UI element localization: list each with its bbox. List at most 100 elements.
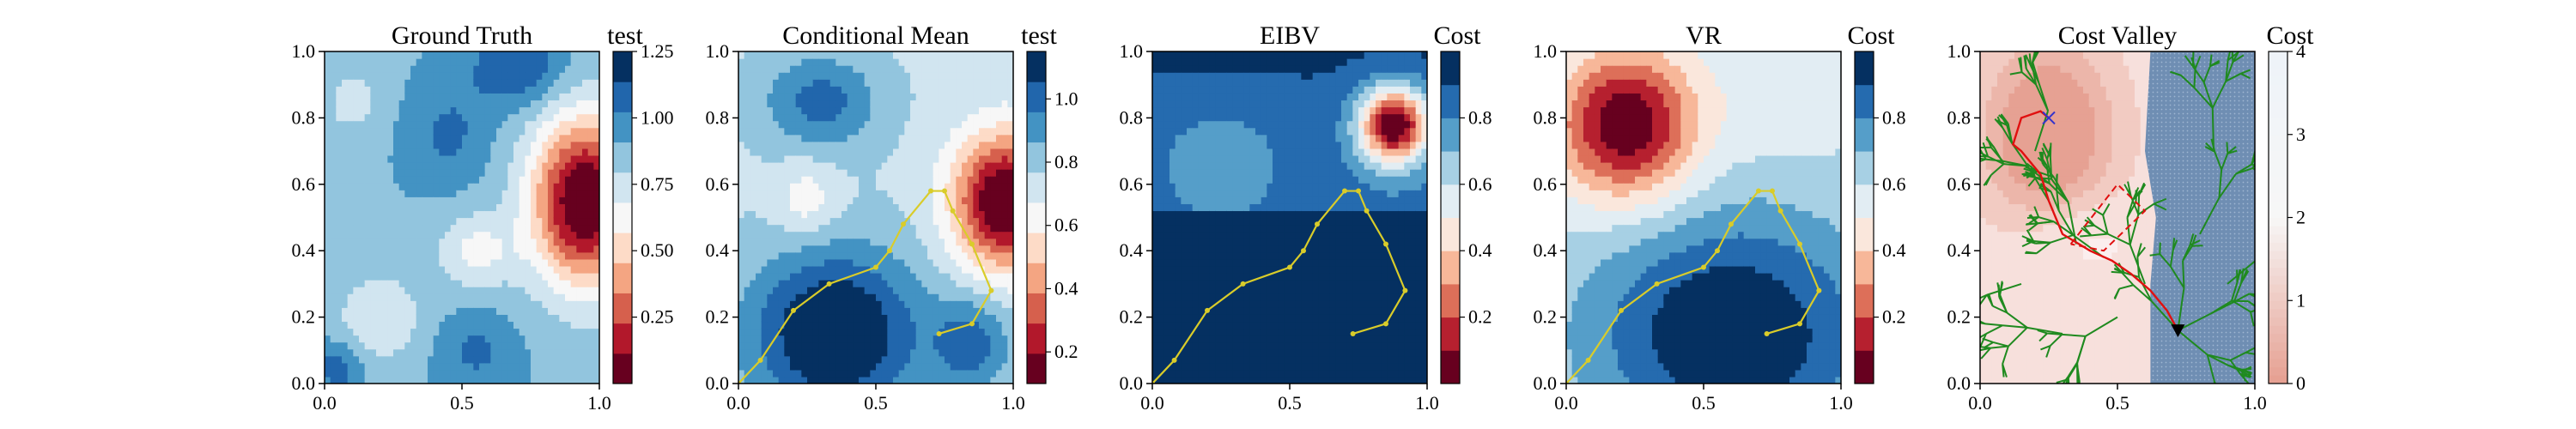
heatmap-cell [824,162,831,170]
heatmap-cell [790,93,797,101]
heatmap-cell [381,106,388,115]
heatmap-cell [956,314,963,323]
heatmap-cell [519,280,526,287]
heatmap-cell [933,120,939,129]
heatmap-cell [428,141,434,149]
heatmap-cell [984,251,991,260]
heatmap-cell [979,314,986,323]
heatmap-cell [910,293,917,301]
heatmap-cell [364,355,371,364]
heatmap-cell [973,65,980,73]
heatmap-cell [767,300,774,308]
heatmap-cell [490,307,497,315]
heatmap-cell [381,134,388,142]
heatmap-cell [376,328,383,336]
heatmap-cell [756,362,762,371]
heatmap-cell [565,293,572,301]
heatmap-cell [990,362,997,371]
heatmap-cell [519,51,526,59]
overlay [738,188,994,384]
heatmap-cell [582,210,589,219]
heatmap-cell [536,341,543,350]
heatmap-cell [496,307,503,315]
heatmap-cell [864,258,871,267]
heatmap-cell [778,120,785,129]
heatmap-cell [956,79,963,87]
heatmap-cell [915,127,922,136]
heatmap-cell [921,127,928,136]
heatmap-cell [565,86,572,94]
heatmap-cell [359,190,366,197]
heatmap-cell [841,321,848,329]
heatmap-cell [979,224,986,233]
heatmap-cell [467,355,474,364]
heatmap-cell [984,196,991,204]
heatmap-cell [519,238,526,246]
heatmap-cell [347,100,354,108]
heatmap-cell [1163,113,1170,122]
heatmap-cell [565,362,572,371]
heatmap-cell [536,321,543,329]
heatmap-cell [1152,362,1159,371]
heatmap-cell [450,176,457,184]
heatmap-cell [422,169,428,177]
heatmap-cell [829,169,836,177]
heatmap-cell [479,335,486,343]
heatmap-cell [767,335,774,343]
heatmap-cell [325,231,331,239]
heatmap-cell [939,176,945,184]
heatmap-cell [1157,154,1164,163]
heatmap-cell [593,93,599,101]
heatmap-cell [513,224,520,233]
heatmap-cell [847,79,854,87]
heatmap-cell [812,258,819,267]
heatmap-cell [984,120,991,129]
heatmap-cell [439,58,446,66]
heatmap-cell [956,362,963,371]
heatmap-cell [393,273,400,281]
heatmap-cell [979,231,986,239]
heatmap-cell [795,106,802,115]
heatmap-cell [548,300,555,308]
heatmap-cell [756,341,762,350]
heatmap-cell [576,307,583,315]
heatmap-cell [812,183,819,190]
heatmap-cell [565,355,572,364]
heatmap-cell [410,93,417,101]
heatmap-cell [1152,196,1159,204]
heatmap-cell [1157,265,1164,274]
heatmap-cell [393,113,400,122]
heatmap-cell [428,217,434,226]
heatmap-cell [738,79,745,87]
heatmap-cell [990,314,997,323]
heatmap-cell [853,196,860,204]
heatmap-cell [870,72,877,80]
heatmap-cell [364,341,371,350]
heatmap-cell [990,251,997,260]
heatmap-cell [359,245,366,253]
heatmap-cell [536,287,543,294]
heatmap-cell [496,369,503,378]
heatmap-cell [945,369,951,378]
heatmap-cell [1157,238,1164,246]
heatmap-cell [473,203,480,212]
heatmap-cell [881,58,888,66]
heatmap-cell [325,127,331,136]
heatmap-cell [410,176,417,184]
heatmap-cell [559,100,566,108]
heatmap-cell [473,335,480,343]
heatmap-cell [996,238,1003,246]
heatmap-cell [853,328,860,336]
heatmap-cell [347,348,354,357]
heatmap-cell [548,127,555,136]
heatmap-cell [756,176,762,184]
heatmap-cell [330,369,337,378]
heatmap-cell [927,134,934,142]
heatmap-cell [422,93,428,101]
heatmap-cell [795,183,802,190]
heatmap-cell [898,362,905,371]
heatmap-cell [347,231,354,239]
heatmap-cell [870,148,877,156]
heatmap-cell [927,341,934,350]
heatmap-cell [473,355,480,364]
